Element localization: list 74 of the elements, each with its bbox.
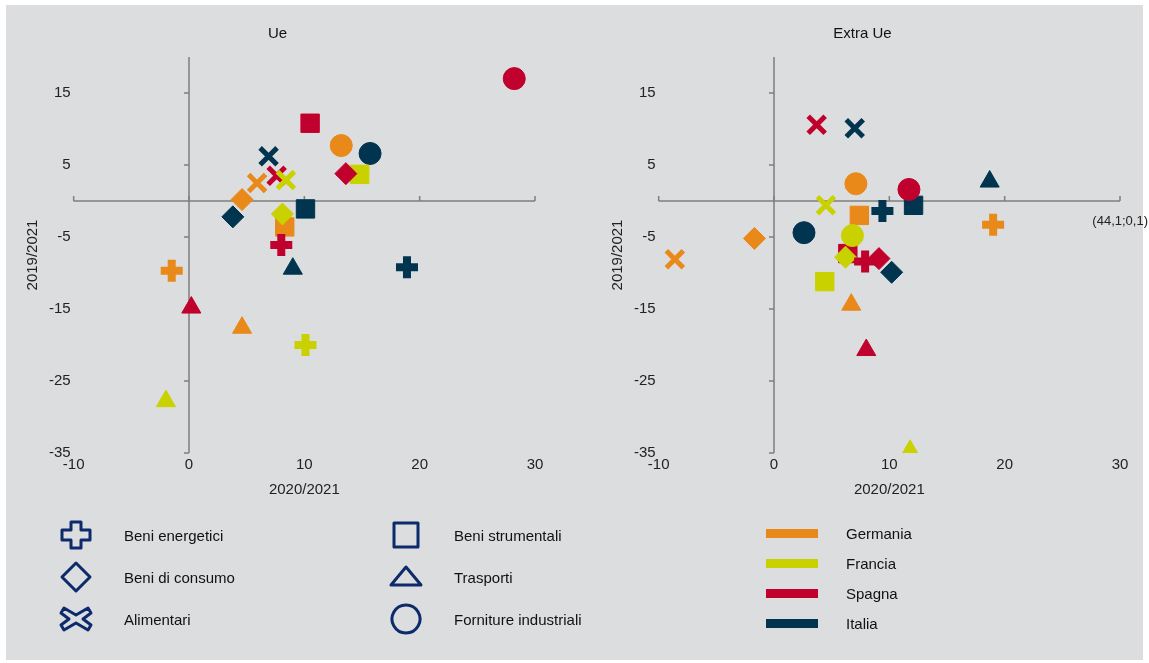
point — [274, 169, 297, 192]
y-tick-label: 15 — [53, 83, 71, 101]
y-tick-label: 15 — [638, 83, 656, 101]
y-tick-label: -35 — [48, 443, 71, 461]
text: Italia — [846, 614, 878, 632]
point — [294, 334, 317, 356]
point — [270, 202, 294, 226]
point — [742, 226, 766, 250]
point — [814, 194, 837, 217]
y-tick-label: -25 — [48, 371, 71, 389]
point — [295, 199, 316, 219]
point — [834, 245, 858, 269]
point — [155, 389, 176, 408]
x-tick-label: 0 — [769, 455, 779, 473]
point — [246, 172, 269, 194]
y-tick-label: -5 — [57, 227, 71, 245]
y-tick-label: 5 — [62, 155, 71, 173]
y-tick-label: 5 — [647, 155, 656, 173]
point — [270, 233, 293, 256]
text: Francia — [846, 554, 897, 572]
text: Beni energetici — [124, 526, 224, 544]
point — [844, 172, 868, 196]
x-axis-title: 2020/2021 — [853, 480, 925, 498]
point — [663, 248, 686, 271]
text: Germania — [846, 524, 912, 542]
x-tick-label: 20 — [411, 455, 429, 473]
text: Alimentari — [124, 610, 191, 628]
y-tick-label: -15 — [48, 299, 71, 317]
text: Forniture industriali — [454, 610, 582, 628]
point — [792, 221, 816, 245]
chart-title: Extra Ue — [833, 24, 892, 42]
annotation: (44,1;0,1) — [1092, 213, 1148, 229]
point — [840, 224, 864, 248]
x-axis-title: 2020/2021 — [268, 480, 340, 498]
point — [871, 200, 894, 223]
x-tick-label: 10 — [881, 455, 898, 473]
y-tick-label: -35 — [633, 443, 656, 461]
point — [849, 205, 870, 226]
point — [230, 188, 254, 212]
x-tick-label: 10 — [296, 455, 313, 473]
y-tick-label: -15 — [633, 299, 656, 317]
text: Beni di consumo — [124, 568, 235, 586]
text: Trasporti — [454, 568, 513, 586]
point — [880, 260, 904, 284]
point — [805, 113, 828, 136]
point — [982, 213, 1005, 236]
text: Spagna — [846, 584, 898, 602]
x-tick-label: 0 — [184, 455, 194, 473]
point — [181, 296, 202, 314]
point — [897, 177, 921, 201]
point — [300, 113, 320, 133]
point — [221, 205, 245, 229]
point — [257, 145, 280, 168]
point — [358, 141, 382, 165]
point — [395, 256, 418, 279]
x-tick-label: 20 — [996, 455, 1014, 473]
point — [334, 162, 358, 186]
point — [815, 271, 835, 292]
point — [329, 134, 353, 158]
point — [160, 259, 183, 282]
text: Beni strumentali — [454, 526, 562, 544]
x-tick-label: 30 — [526, 455, 544, 473]
point — [282, 257, 303, 275]
point — [502, 67, 526, 91]
point — [856, 338, 877, 357]
point — [232, 316, 253, 334]
y-tick-label: -25 — [633, 371, 656, 389]
point — [843, 117, 866, 140]
point — [854, 250, 877, 273]
y-axis-title: 2019/2021 — [608, 219, 626, 291]
x-tick-label: 30 — [1111, 455, 1129, 473]
y-axis-title: 2019/2021 — [23, 219, 41, 291]
y-tick-label: -5 — [642, 227, 656, 245]
chart-title: Ue — [267, 24, 288, 42]
